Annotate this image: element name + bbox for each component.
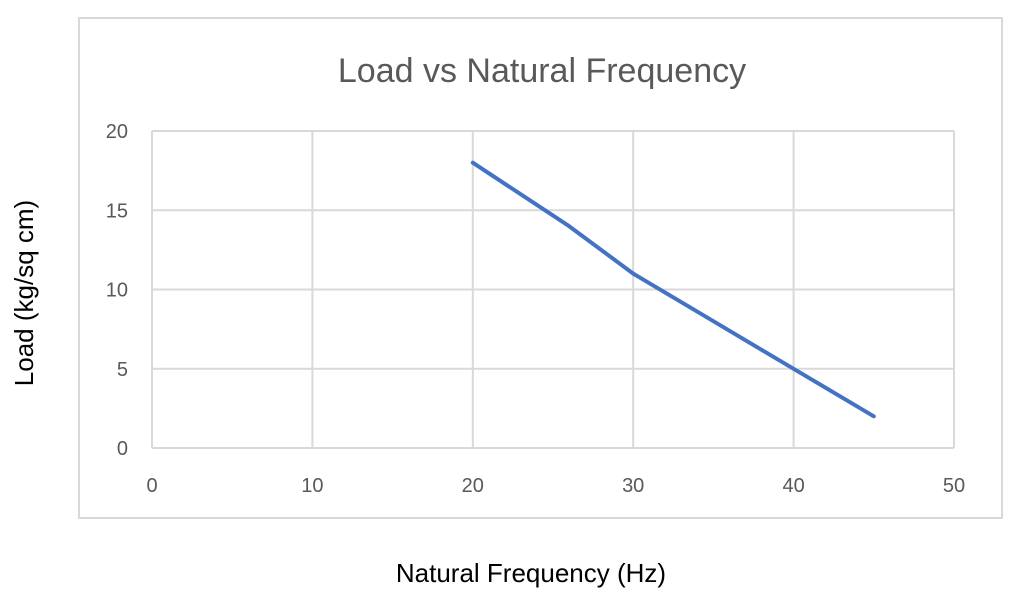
x-tick-label-10: 10 [301, 475, 323, 497]
chart-area-frame [78, 17, 1003, 519]
series-line-load [470, 160, 876, 419]
series-layer [470, 160, 876, 419]
chart-title: Load vs Natural Frequency [338, 52, 746, 90]
y-tick-label-10: 10 [106, 280, 128, 302]
x-axis-tick-labels: 0 10 20 30 40 50 [146, 475, 965, 497]
x-tick-label-40: 40 [782, 475, 804, 497]
y-axis-tick-labels: 0 5 10 15 20 [106, 121, 128, 460]
x-tick-label-20: 20 [462, 475, 484, 497]
y-tick-label-15: 15 [106, 200, 128, 222]
x-tick-label-50: 50 [943, 475, 965, 497]
y-axis-title: Load (kg/sq cm) [9, 200, 39, 386]
y-tick-label-20: 20 [106, 121, 128, 143]
x-tick-label-30: 30 [622, 475, 644, 497]
y-tick-label-5: 5 [117, 359, 128, 381]
x-axis-title: Natural Frequency (Hz) [396, 558, 666, 588]
gridlines [151, 130, 955, 449]
y-tick-label-0: 0 [117, 438, 128, 460]
x-tick-label-0: 0 [146, 475, 157, 497]
